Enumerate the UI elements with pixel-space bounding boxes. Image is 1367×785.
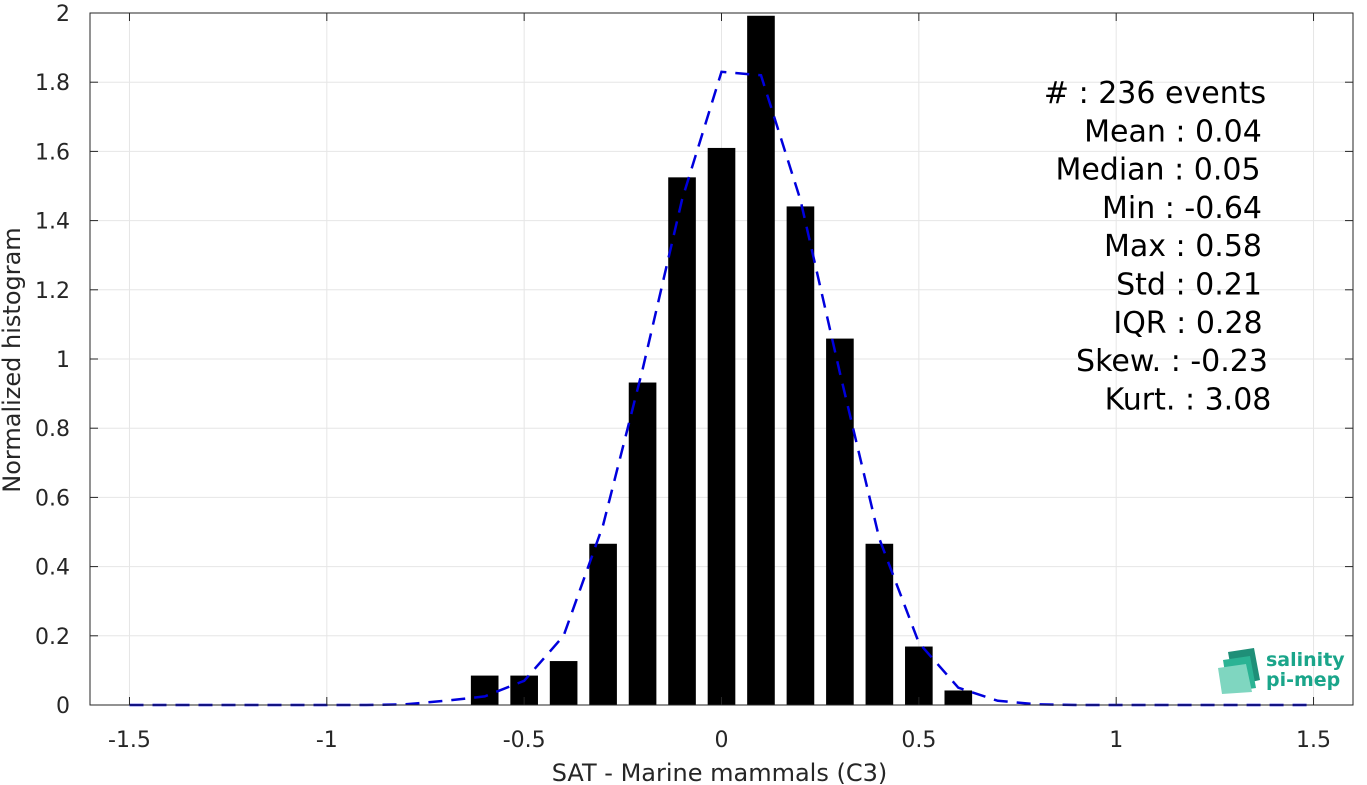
y-tick-label: 2 — [56, 2, 70, 27]
stat-line: Min : -0.64 — [1102, 191, 1262, 226]
x-tick-label: 0 — [715, 728, 729, 753]
y-tick-label: 1 — [56, 348, 70, 373]
x-tick-label: 1 — [1109, 728, 1123, 753]
histogram-bar — [470, 675, 499, 705]
x-tick-label: 1.5 — [1296, 728, 1331, 753]
stat-line: Std : 0.21 — [1116, 268, 1262, 303]
histogram-bar — [905, 646, 933, 705]
stat-line: Skew. : -0.23 — [1076, 344, 1268, 379]
logo-line1: salinity — [1266, 649, 1345, 671]
x-tick-label: 0.5 — [901, 728, 936, 753]
x-tick-label: -1.5 — [108, 728, 151, 753]
y-axis-ticks: 0 0.2 0.4 0.6 0.8 1 1.2 1.4 1.6 1.8 2 — [35, 2, 1353, 719]
histogram-bar — [628, 382, 657, 705]
histogram-bar — [668, 177, 696, 706]
histogram-bar — [549, 661, 578, 705]
y-tick-label: 1.2 — [35, 279, 70, 304]
stat-line: # : 236 events — [1044, 76, 1266, 111]
x-axis-ticks: -1.5 -1 -0.5 0 0.5 1 1.5 — [108, 13, 1331, 753]
x-axis-label: SAT - Marine mammals (C3) — [552, 759, 887, 785]
y-axis-label: Normalized histogram — [0, 227, 26, 492]
y-tick-label: 0.8 — [35, 417, 70, 442]
y-tick-label: 0.4 — [35, 556, 70, 581]
stat-line: Median : 0.05 — [1055, 153, 1260, 188]
stat-line: Max : 0.58 — [1104, 229, 1262, 264]
stat-line: Mean : 0.04 — [1084, 114, 1262, 149]
logo-line2: pi-mep — [1266, 669, 1340, 691]
stat-line: Kurt. : 3.08 — [1105, 382, 1272, 417]
salinity-pi-mep-logo: salinity pi-mep — [1218, 648, 1345, 694]
x-tick-label: -1 — [316, 728, 338, 753]
y-tick-label: 0 — [56, 694, 70, 719]
histogram-bar — [944, 690, 973, 705]
x-tick-label: -0.5 — [503, 728, 546, 753]
y-tick-label: 0.2 — [35, 625, 70, 650]
y-tick-label: 1.4 — [35, 210, 70, 235]
y-tick-label: 1.6 — [35, 140, 70, 165]
histogram-bar — [747, 15, 775, 705]
y-tick-label: 1.8 — [35, 71, 70, 96]
y-tick-label: 0.6 — [35, 486, 70, 511]
stat-line: IQR : 0.28 — [1113, 306, 1262, 341]
histogram-bar — [826, 338, 854, 705]
histogram-bar — [786, 206, 815, 705]
histogram-bar — [865, 543, 894, 705]
histogram-bar — [707, 147, 736, 705]
histogram-bar — [589, 543, 617, 705]
wave-layers-icon — [1218, 648, 1260, 694]
